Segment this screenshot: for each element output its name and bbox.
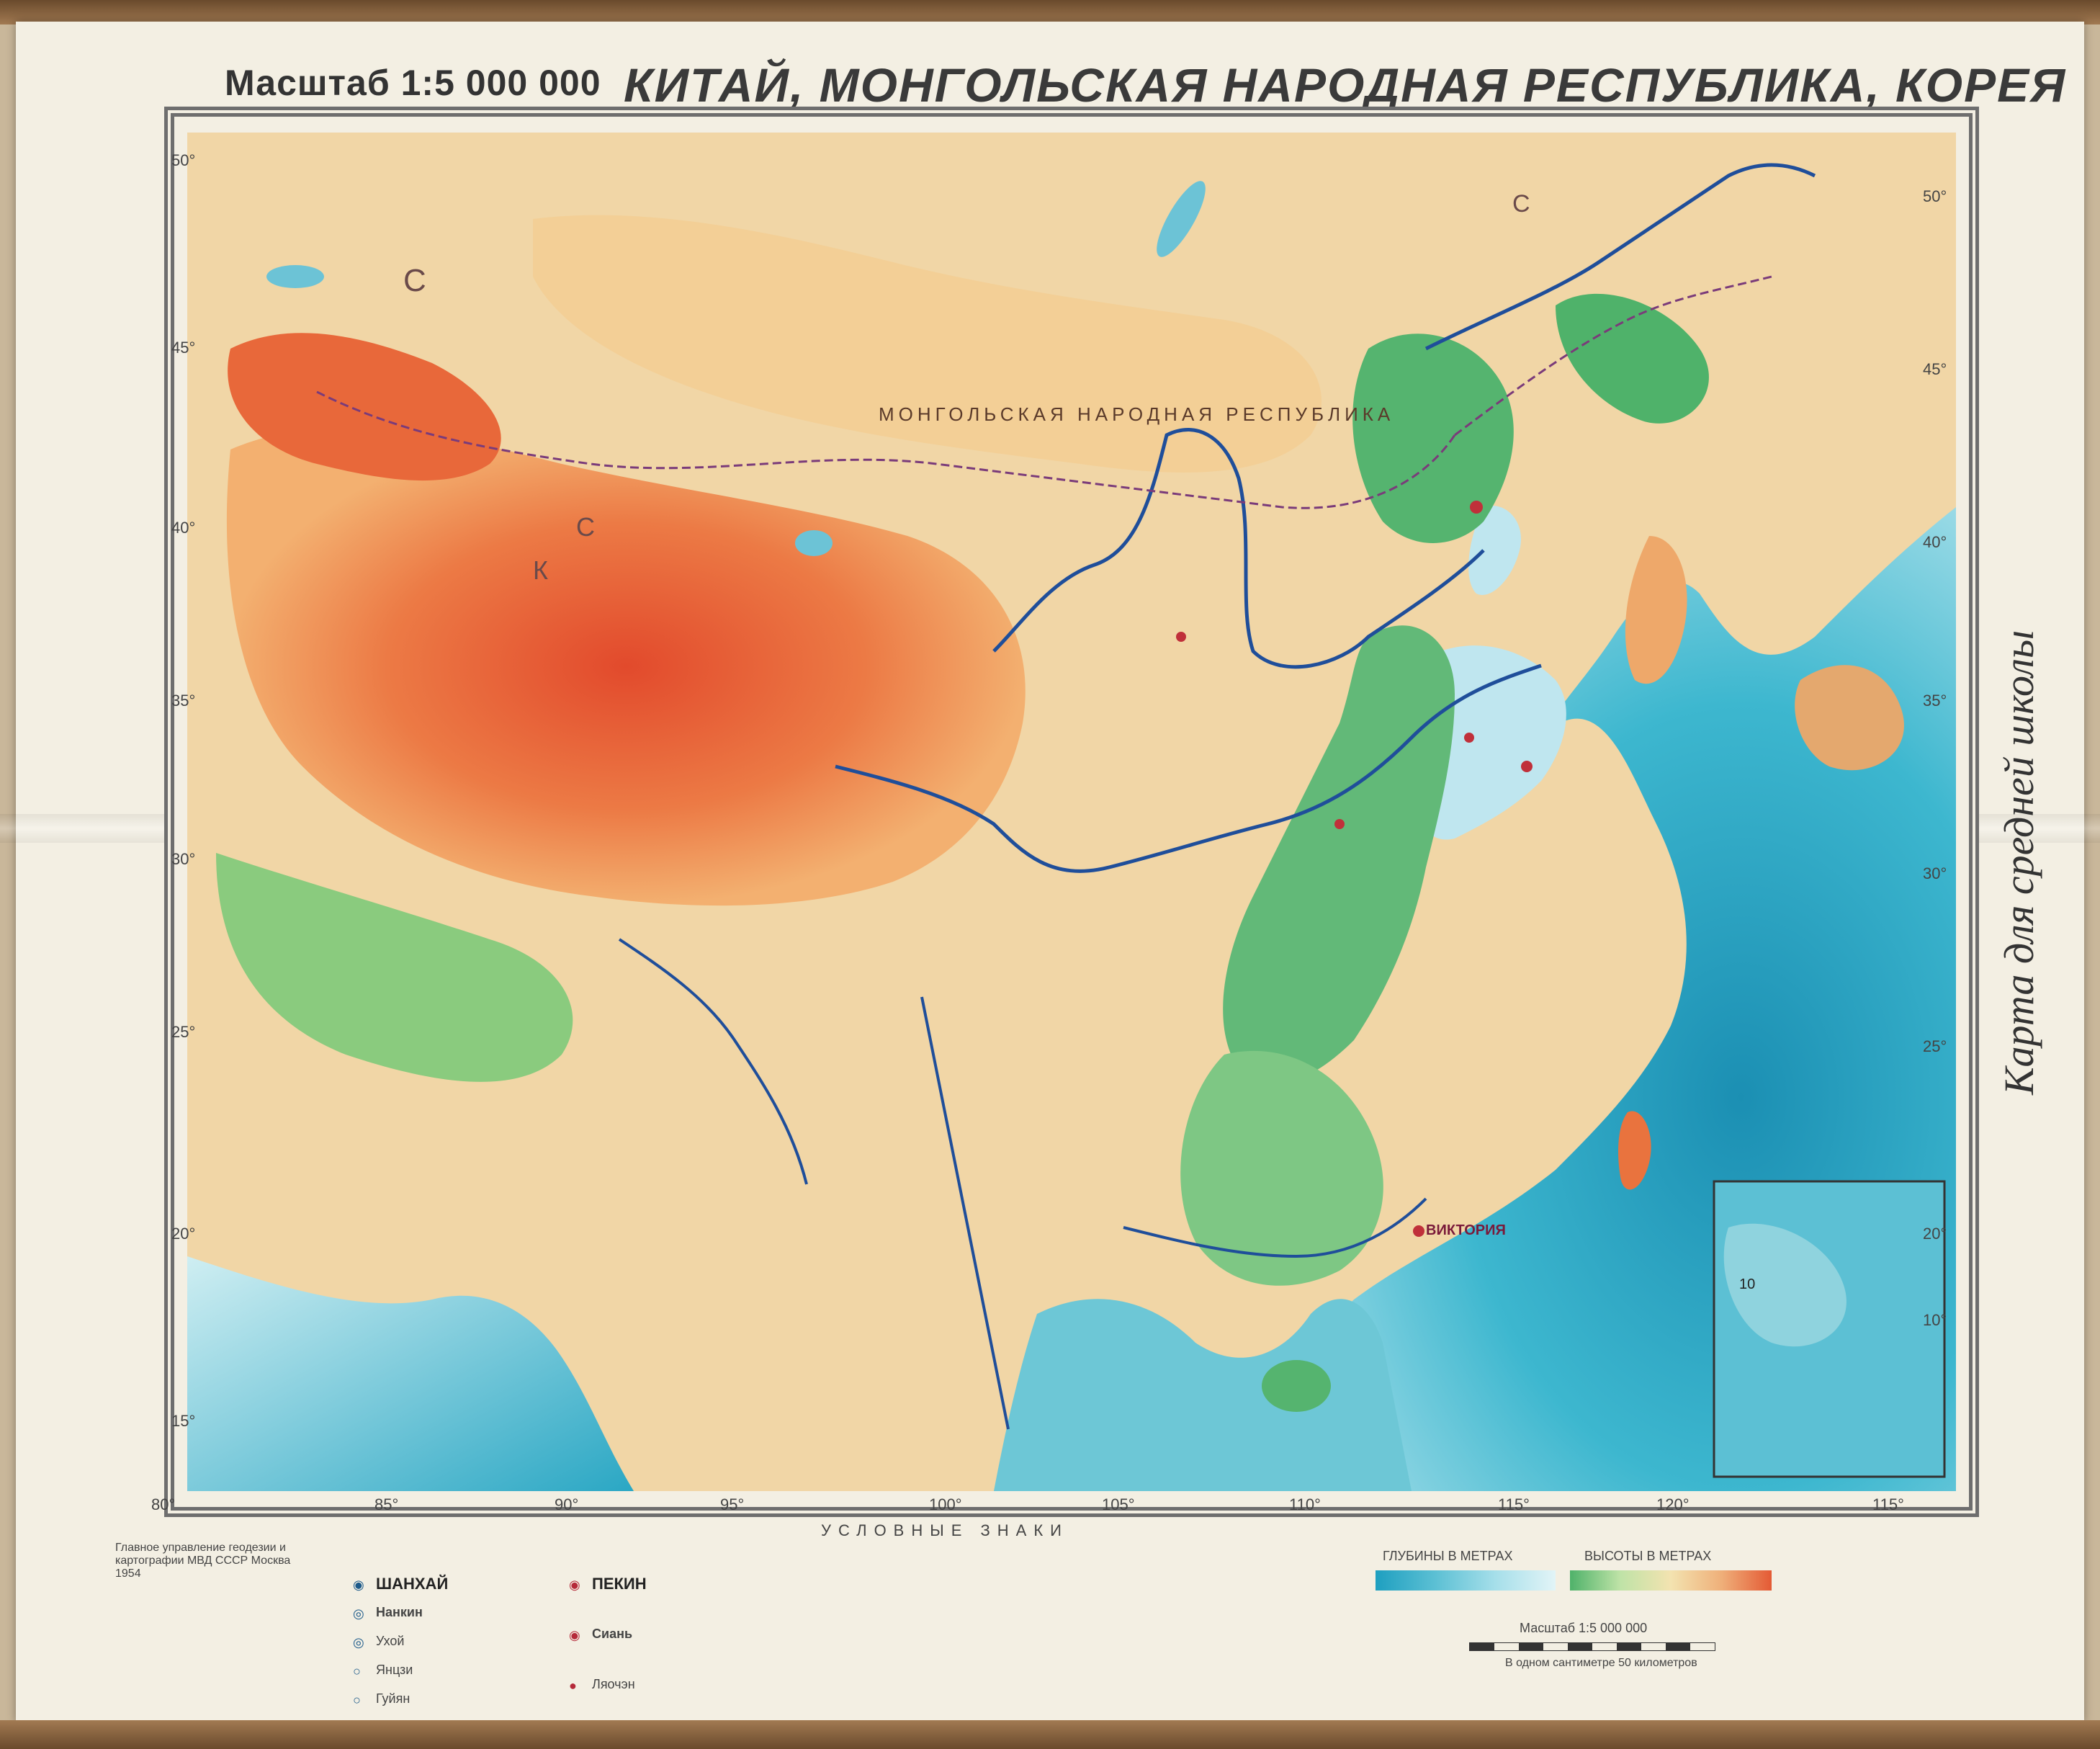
legend-dot-icon: ◉ xyxy=(353,1578,364,1592)
legend-dot-icon: ◎ xyxy=(353,1635,364,1650)
right-tick: 45° xyxy=(1923,360,1947,378)
legend-city: Гуйян xyxy=(376,1691,410,1706)
right-tick: 35° xyxy=(1923,692,1947,710)
lake-balkhash xyxy=(266,265,324,288)
korean-peninsula xyxy=(1625,536,1687,684)
depth-header: ГЛУБИНЫ В МЕТРАХ xyxy=(1383,1549,1513,1563)
yellow-sea xyxy=(1420,645,1566,840)
left-tick: 50° xyxy=(171,151,196,169)
victoria-label: ВИКТОРИЯ xyxy=(1426,1222,1506,1238)
manchurian-plain xyxy=(1352,334,1514,543)
legend-capital: Сиань xyxy=(592,1627,633,1641)
ussr-china-border xyxy=(1454,275,1772,437)
wall-hanger-bottom xyxy=(0,1720,2100,1749)
bottom-tick: 100° xyxy=(929,1495,962,1513)
lake-baikal xyxy=(1157,181,1206,257)
city-marker xyxy=(1464,733,1474,743)
mongolian-plateau xyxy=(533,215,1322,473)
bottom-tick: 120° xyxy=(1656,1495,1690,1513)
wall-hanger-top xyxy=(0,0,2100,24)
victoria-marker xyxy=(1413,1225,1424,1237)
bottom-tick: 110° xyxy=(1289,1495,1321,1513)
tian-shan-mountains xyxy=(228,333,501,481)
mongolia-label: МОНГОЛЬСКАЯ НАРОДНАЯ РЕСПУБЛИКА xyxy=(879,403,1394,425)
bottom-tick: 90° xyxy=(555,1495,579,1513)
hainan-island xyxy=(1262,1360,1331,1412)
legend-city: Ухой xyxy=(376,1634,405,1648)
left-tick: 20° xyxy=(171,1225,196,1243)
left-tick: 30° xyxy=(171,850,196,868)
bohai-gulf xyxy=(1468,506,1521,595)
capital-icon: ● xyxy=(569,1678,577,1693)
left-tick: 35° xyxy=(171,692,196,710)
bottom-tick: 105° xyxy=(1102,1495,1135,1513)
right-tick: 50° xyxy=(1923,187,1947,205)
scale-bar xyxy=(1469,1642,1715,1651)
legend-city: Янцзи xyxy=(376,1663,413,1677)
city-marker xyxy=(1470,501,1483,514)
publisher-note: Главное управление геодезии и картографи… xyxy=(115,1542,291,1580)
right-tick: 10° xyxy=(1923,1311,1947,1329)
scale-heading: Масштаб 1:5 000 000 xyxy=(225,63,601,103)
bottom-tick: 115° xyxy=(1498,1495,1530,1513)
city-marker xyxy=(1334,819,1345,829)
region-letter: С xyxy=(576,512,595,542)
scale-note: В одном сантиметре 50 километров xyxy=(1505,1657,1697,1669)
amur-lowland xyxy=(1556,293,1709,424)
bottom-tick: 95° xyxy=(720,1495,745,1513)
right-tick: 25° xyxy=(1923,1037,1947,1055)
right-tick: 20° xyxy=(1923,1225,1947,1243)
right-tick: 40° xyxy=(1923,533,1947,551)
bottom-tick: 85° xyxy=(374,1495,399,1513)
inset-latitude-label: 10 xyxy=(1739,1276,1755,1292)
south-china-sea xyxy=(994,1299,1412,1491)
physical-map: 10 МОНГОЛЬСКАЯ НАРОДНАЯ РЕСПУБЛИКА ВИКТО… xyxy=(187,133,1956,1491)
legend-city: ШАНХАЙ xyxy=(376,1575,449,1593)
scale-bar-label: Масштаб 1:5 000 000 xyxy=(1520,1621,1648,1635)
height-ramp xyxy=(1570,1570,1772,1591)
brahmaputra-river xyxy=(618,938,808,1185)
city-marker xyxy=(1521,761,1533,772)
pearl-river xyxy=(1123,1197,1427,1258)
city-marker xyxy=(1176,632,1186,642)
inset-shallow xyxy=(1723,1223,1847,1347)
lake-qinghai xyxy=(795,530,833,556)
legend-dot-icon: ○ xyxy=(353,1664,361,1678)
mekong-river xyxy=(920,996,1010,1430)
capital-icon: ◉ xyxy=(569,1578,580,1592)
bottom-tick: 80° xyxy=(151,1495,176,1513)
south-china-hills xyxy=(1180,1050,1383,1286)
taiwan-island xyxy=(1618,1111,1651,1190)
left-tick: 15° xyxy=(171,1412,196,1430)
legend-capital: ПЕКИН xyxy=(592,1575,647,1593)
legend-dot-icon: ○ xyxy=(353,1693,361,1707)
left-tick: 25° xyxy=(171,1023,196,1041)
map-title: КИТАЙ, МОНГОЛЬСКАЯ НАРОДНАЯ РЕСПУБЛИКА, … xyxy=(624,58,2067,112)
north-china-plain xyxy=(1223,625,1455,1084)
height-header: ВЫСОТЫ В МЕТРАХ xyxy=(1584,1549,1712,1563)
capital-icon: ◉ xyxy=(569,1628,580,1642)
japan-islands xyxy=(1795,665,1904,771)
bay-of-bengal xyxy=(187,1256,634,1491)
amur-river xyxy=(1424,163,1816,351)
region-letter: С xyxy=(1512,190,1530,218)
legend-dot-icon: ◎ xyxy=(353,1606,364,1621)
yangtze-river xyxy=(835,663,1542,873)
bottom-tick: 115° xyxy=(1872,1495,1904,1513)
left-tick: 45° xyxy=(171,339,196,357)
legend-title: УСЛОВНЫЕ ЗНАКИ xyxy=(821,1521,1069,1539)
region-letter: К xyxy=(533,555,548,585)
yellow-river xyxy=(992,428,1485,669)
side-note: Карта для средней школы xyxy=(1996,630,2042,1095)
mongolia-china-border xyxy=(316,390,1456,509)
left-tick: 40° xyxy=(171,519,196,537)
legend-city: Нанкин xyxy=(376,1605,423,1619)
depth-ramp xyxy=(1376,1570,1556,1591)
region-letter: С xyxy=(403,263,426,298)
ganges-plain xyxy=(216,853,573,1082)
legend-capital: Ляочэн xyxy=(592,1677,635,1691)
right-tick: 30° xyxy=(1923,864,1947,882)
